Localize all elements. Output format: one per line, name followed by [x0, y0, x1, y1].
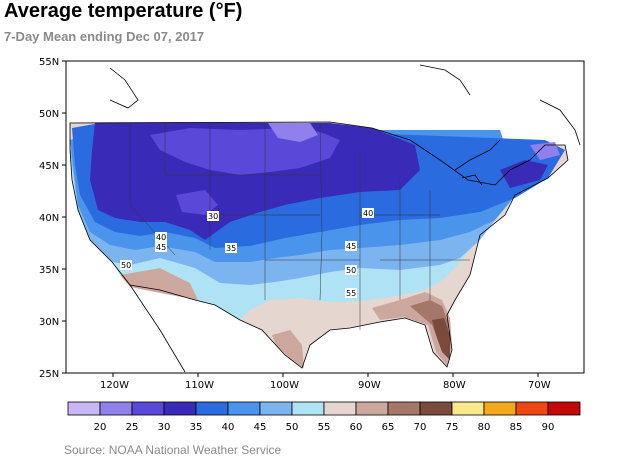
lon-label-80w: 80W	[443, 380, 466, 391]
legend-label: 40	[222, 422, 235, 433]
contour-label-50-east: 50	[346, 266, 356, 275]
legend-swatch	[323, 401, 357, 416]
lat-label-35n: 35N	[39, 265, 59, 276]
legend-label: 75	[446, 422, 459, 433]
lat-label-45n: 45N	[39, 161, 59, 172]
legend-label: 65	[382, 422, 395, 433]
map-subtitle: 7-Day Mean ending Dec 07, 2017	[4, 29, 205, 44]
lat-label-50n: 50N	[39, 109, 59, 120]
lon-label-110w: 110W	[185, 380, 214, 391]
lat-label-55n: 55N	[39, 57, 59, 68]
lon-label-120w: 120W	[100, 380, 129, 391]
contour-label-30: 30	[208, 212, 218, 221]
legend-swatch	[547, 401, 581, 416]
legend-swatch	[291, 401, 325, 416]
legend-swatch	[259, 401, 293, 416]
lat-label-40n: 40N	[39, 213, 59, 224]
legend-swatch	[99, 401, 133, 416]
legend-swatch	[227, 401, 261, 416]
legend-swatch	[67, 401, 101, 416]
legend-label: 35	[190, 422, 203, 433]
legend-swatch	[195, 401, 229, 416]
legend-label: 55	[318, 422, 331, 433]
legend-label: 30	[158, 422, 171, 433]
legend-label: 85	[510, 422, 523, 433]
legend-labels: 20 25 30 35 40 45 50 55 60 65 70 75 80 85 90	[94, 422, 555, 433]
lat-label-30n: 30N	[39, 317, 59, 328]
lon-label-100w: 100W	[270, 380, 299, 391]
legend-label: 50	[286, 422, 299, 433]
legend-label: 20	[94, 422, 107, 433]
contour-label-40-east: 40	[363, 209, 373, 218]
legend-label: 70	[414, 422, 427, 433]
legend-label: 90	[542, 422, 555, 433]
legend-swatch	[355, 401, 389, 416]
legend-swatch	[419, 401, 453, 416]
source-credit: Source: NOAA National Weather Service	[64, 443, 282, 457]
contour-label-45-east: 45	[346, 242, 356, 251]
legend-label: 60	[350, 422, 363, 433]
boundary-lines	[69, 64, 581, 373]
contour-label-50-west: 50	[121, 261, 131, 270]
legend-label: 45	[254, 422, 267, 433]
legend-swatch	[163, 401, 197, 416]
contour-label-45-west: 45	[156, 243, 166, 252]
lon-label-90w: 90W	[358, 380, 381, 391]
color-legend	[67, 401, 581, 416]
state-lines	[129, 122, 470, 330]
contour-label-35: 35	[226, 244, 236, 253]
map-title: Average temperature (°F)	[4, 0, 243, 22]
legend-swatch	[515, 401, 549, 416]
contour-label-40-west: 40	[156, 233, 166, 242]
legend-swatch	[131, 401, 165, 416]
temperature-fill	[70, 122, 568, 368]
legend-swatch	[387, 401, 421, 416]
legend-label: 80	[478, 422, 491, 433]
legend-swatch	[451, 401, 485, 416]
contour-label-55: 55	[346, 289, 356, 298]
legend-swatch	[483, 401, 517, 416]
lon-label-70w: 70W	[528, 380, 551, 391]
contour-labels: 30 40 40 45 35 45 50 50 55	[120, 208, 374, 298]
lat-label-25n: 25N	[39, 369, 59, 380]
legend-label: 25	[126, 422, 139, 433]
